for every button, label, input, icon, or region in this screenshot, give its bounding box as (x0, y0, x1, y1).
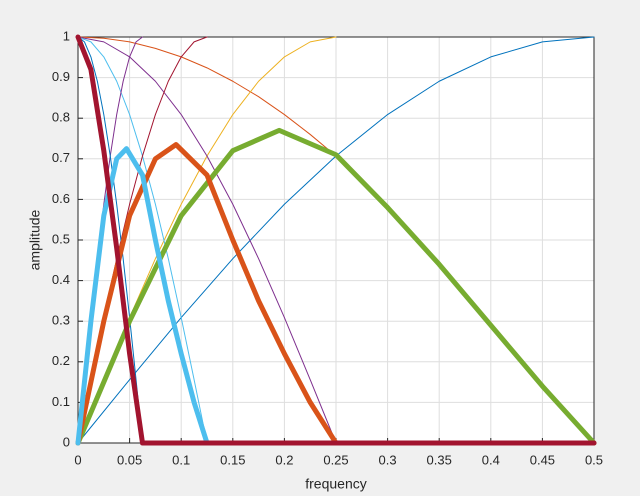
y-tick-label: 0.2 (52, 353, 70, 368)
x-tick-label: 0.4 (482, 452, 500, 467)
x-tick-label: 0.25 (323, 452, 348, 467)
series-line (75, 34, 597, 446)
x-axis-label: frequency (305, 476, 366, 492)
x-tick-label: 0.1 (172, 452, 190, 467)
y-tick-label: 0.5 (52, 231, 70, 246)
series-line (75, 142, 597, 446)
x-tick-label: 0.5 (585, 452, 603, 467)
series-line (77, 36, 337, 157)
y-tick-label: 0 (63, 434, 70, 449)
x-tick-label: 0.15 (220, 452, 245, 467)
y-tick-label: 0.1 (52, 394, 70, 409)
x-tick-label: 0 (74, 452, 81, 467)
y-tick-label: 0.4 (52, 272, 70, 287)
y-tick-label: 0.9 (52, 69, 70, 84)
y-tick-label: 1 (63, 28, 70, 43)
y-tick-label: 0.6 (52, 191, 70, 206)
x-tick-label: 0.05 (117, 452, 142, 467)
series-line (77, 36, 337, 444)
x-tick-label: 0.35 (427, 452, 452, 467)
series-line (75, 146, 210, 446)
y-tick-label: 0.3 (52, 313, 70, 328)
y-axis-label: amplitude (27, 209, 43, 270)
y-tick-label: 0.8 (52, 110, 70, 125)
y-tick-label: 0.7 (52, 150, 70, 165)
series-line (75, 127, 597, 446)
x-tick-label: 0.3 (379, 452, 397, 467)
x-tick-label: 0.45 (530, 452, 555, 467)
series-line (77, 36, 143, 444)
x-tick-label: 0.2 (275, 452, 293, 467)
